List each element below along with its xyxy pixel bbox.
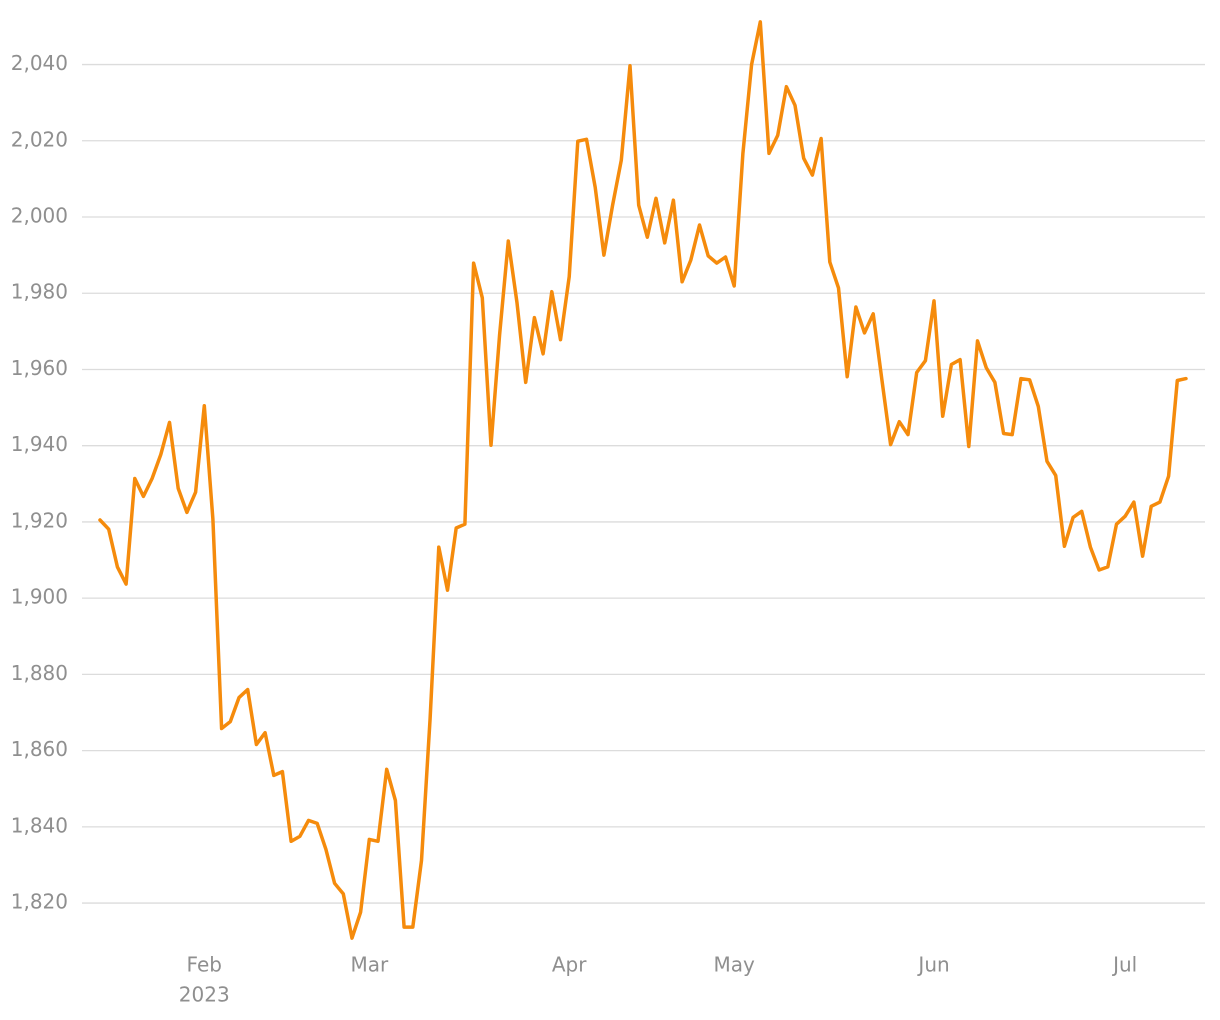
y-tick-label: 2,020 [11, 127, 68, 151]
x-tick-label: Jun [916, 953, 949, 977]
y-tick-label: 1,840 [11, 813, 68, 837]
y-tick-label: 1,960 [11, 356, 68, 380]
y-tick-label: 1,920 [11, 508, 68, 532]
y-tick-label: 2,000 [11, 204, 68, 228]
y-tick-label: 1,940 [11, 432, 68, 456]
y-tick-label: 1,880 [11, 661, 68, 685]
y-tick-label: 1,860 [11, 737, 68, 761]
y-tick-label: 2,040 [11, 51, 68, 75]
x-tick-label: May [714, 953, 756, 977]
x-tick-label: Jul [1111, 953, 1137, 977]
x-tick-label: Mar [350, 953, 389, 977]
price-line [98, 20, 1188, 940]
y-tick-label: 1,820 [11, 890, 68, 914]
x-tick-label: Apr [552, 953, 587, 977]
y-tick-label: 1,980 [11, 280, 68, 304]
x-tick-sublabel: 2023 [179, 983, 230, 1007]
x-tick-label: Feb [187, 953, 222, 977]
y-tick-label: 1,900 [11, 585, 68, 609]
